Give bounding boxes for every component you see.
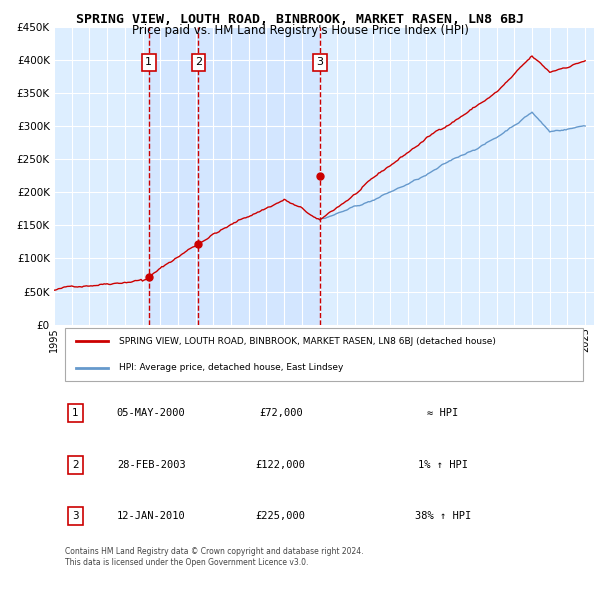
Text: HPI: Average price, detached house, East Lindsey: HPI: Average price, detached house, East… <box>119 363 343 372</box>
Text: SPRING VIEW, LOUTH ROAD, BINBROOK, MARKET RASEN, LN8 6BJ: SPRING VIEW, LOUTH ROAD, BINBROOK, MARKE… <box>76 13 524 26</box>
Text: 38% ↑ HPI: 38% ↑ HPI <box>415 512 471 522</box>
Text: 3: 3 <box>72 512 79 522</box>
Bar <box>149 27 199 324</box>
Text: 2: 2 <box>72 460 79 470</box>
Text: 12-JAN-2010: 12-JAN-2010 <box>117 512 185 522</box>
FancyBboxPatch shape <box>65 327 583 381</box>
Text: 1: 1 <box>72 408 79 418</box>
Text: SPRING VIEW, LOUTH ROAD, BINBROOK, MARKET RASEN, LN8 6BJ (detached house): SPRING VIEW, LOUTH ROAD, BINBROOK, MARKE… <box>119 337 496 346</box>
Text: Contains HM Land Registry data © Crown copyright and database right 2024.
This d: Contains HM Land Registry data © Crown c… <box>65 548 364 567</box>
Text: 05-MAY-2000: 05-MAY-2000 <box>117 408 185 418</box>
Text: 28-FEB-2003: 28-FEB-2003 <box>117 460 185 470</box>
Text: £225,000: £225,000 <box>256 512 306 522</box>
Text: £122,000: £122,000 <box>256 460 306 470</box>
Text: 3: 3 <box>317 57 323 67</box>
Text: 1: 1 <box>145 57 152 67</box>
Text: 2: 2 <box>195 57 202 67</box>
Text: £72,000: £72,000 <box>259 408 302 418</box>
Text: ≈ HPI: ≈ HPI <box>427 408 458 418</box>
Text: Price paid vs. HM Land Registry's House Price Index (HPI): Price paid vs. HM Land Registry's House … <box>131 24 469 37</box>
Bar <box>199 27 320 324</box>
Text: 1% ↑ HPI: 1% ↑ HPI <box>418 460 468 470</box>
